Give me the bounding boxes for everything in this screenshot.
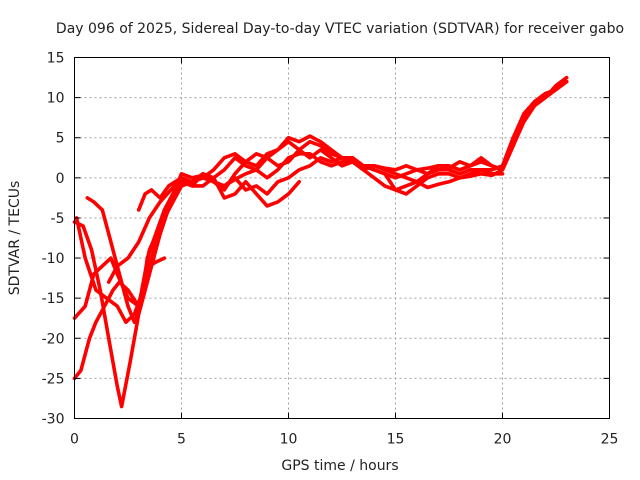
series-line-day-6 <box>136 172 302 212</box>
series-line-day-2 <box>72 75 569 381</box>
series-line-day-5 <box>74 216 167 325</box>
y-tick-label: -25 <box>42 371 65 387</box>
x-tick-label: 5 <box>177 432 186 448</box>
y-axis-label: SDTVAR / TECUs <box>7 181 23 296</box>
plot-frame <box>74 57 610 419</box>
y-tick-label: -5 <box>51 211 65 227</box>
chart-title: Day 096 of 2025, Sidereal Day-to-day VTE… <box>56 21 624 37</box>
axis-ticks: -30 -25 -20 -15 -10 -5 0 5 10 15 0 5 10 15 20 25 <box>42 51 619 448</box>
x-tick-label: 15 <box>387 432 405 448</box>
y-tick-label: -15 <box>42 291 65 307</box>
x-axis-label: GPS time / hours <box>281 458 398 474</box>
y-tick-label: -30 <box>42 412 65 428</box>
x-tick-label: 20 <box>494 432 512 448</box>
x-tick-label: 25 <box>601 432 619 448</box>
series-line-day-7 <box>106 152 505 284</box>
series-line-day-3 <box>72 79 569 409</box>
series-line-day-4 <box>85 156 505 325</box>
y-tick-label: -20 <box>42 331 65 347</box>
grid <box>74 57 610 419</box>
y-tick-label: 5 <box>56 131 65 147</box>
y-tick-label: 10 <box>47 91 65 107</box>
y-tick-label: 15 <box>47 51 65 67</box>
x-tick-label: 10 <box>280 432 298 448</box>
x-tick-label: 0 <box>70 432 79 448</box>
y-tick-label: 0 <box>56 171 65 187</box>
y-tick-label: -10 <box>42 251 65 267</box>
data-series <box>72 75 569 409</box>
